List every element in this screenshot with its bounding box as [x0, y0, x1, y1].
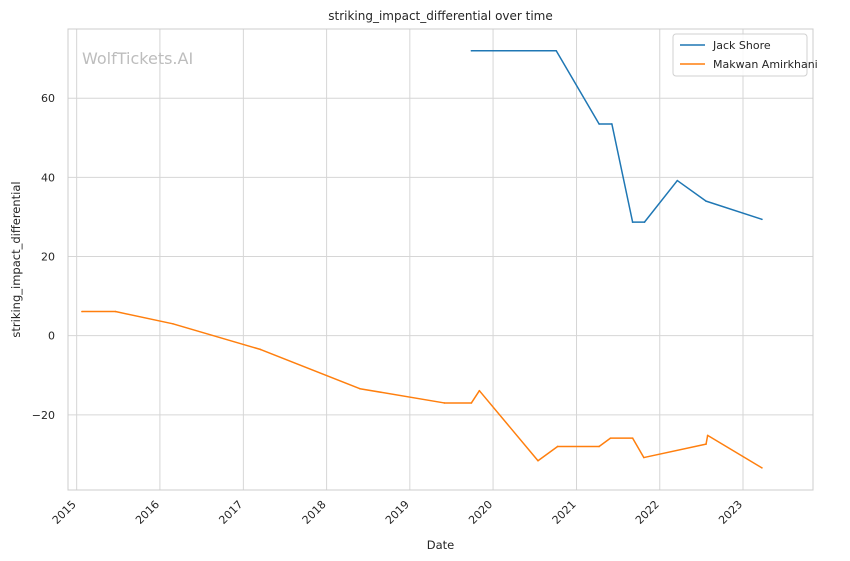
grid — [68, 29, 813, 490]
y-tick-label: 20 — [41, 251, 55, 264]
data-point — [114, 310, 117, 313]
data-point — [611, 123, 613, 125]
x-axis-label: Date — [427, 538, 455, 552]
watermark: WolfTickets.AI — [82, 49, 193, 68]
data-point — [537, 459, 539, 462]
data-point — [706, 434, 709, 437]
series-layer — [81, 49, 763, 469]
data-point — [705, 443, 707, 445]
data-point — [598, 123, 600, 125]
data-point — [642, 456, 645, 459]
data-point — [676, 179, 679, 182]
legend-label: Jack Shore — [712, 39, 771, 52]
data-point — [609, 437, 612, 439]
y-axis-label: striking_impact_differential — [9, 181, 23, 337]
data-point — [443, 402, 446, 404]
data-point — [555, 49, 558, 52]
data-point — [478, 389, 481, 392]
data-point — [556, 445, 559, 448]
y-tick-label: 0 — [48, 330, 55, 343]
y-tick-label: 40 — [41, 171, 55, 184]
chart-title: striking_impact_differential over time — [328, 9, 553, 23]
plot-frame — [67, 28, 814, 491]
data-point — [470, 402, 473, 404]
y-tick-label: 60 — [41, 92, 55, 105]
legend-box — [672, 33, 808, 77]
data-point — [631, 437, 634, 439]
data-point — [705, 200, 707, 202]
data-point — [761, 218, 763, 221]
data-point — [172, 323, 174, 325]
data-point — [643, 221, 646, 223]
data-point — [470, 49, 473, 52]
data-point — [259, 348, 262, 351]
y-tick-label: −20 — [32, 409, 55, 422]
data-point — [631, 221, 634, 223]
y-axis-ticks: −20 0 20 40 60 — [32, 92, 55, 422]
legend-label: Makwan Amirkhani — [713, 58, 818, 71]
data-point — [359, 387, 361, 390]
legend: Jack Shore Makwan Amirkhani — [672, 33, 818, 77]
data-point — [81, 310, 83, 313]
data-point — [761, 467, 763, 469]
data-point — [598, 445, 600, 448]
